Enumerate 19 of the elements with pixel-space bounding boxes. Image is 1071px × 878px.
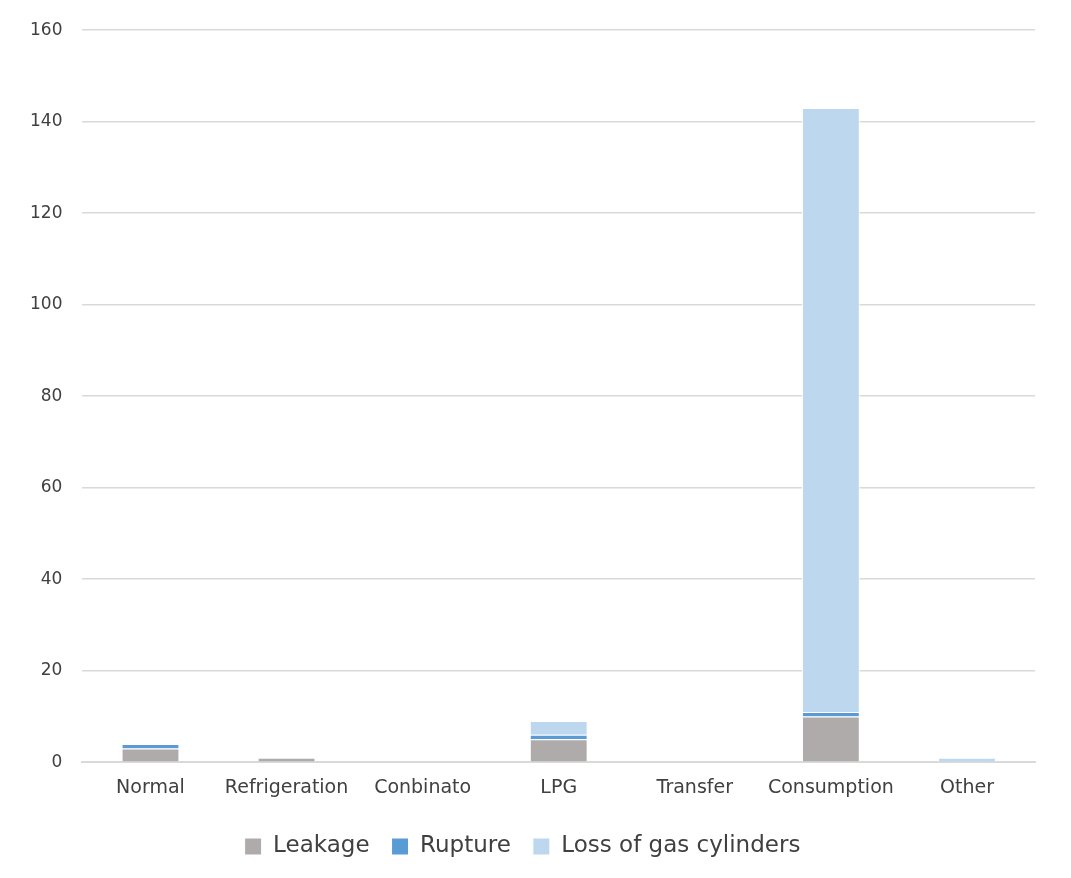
x-tick-label: Consumption <box>767 774 894 797</box>
legend-label: Rupture <box>420 831 511 858</box>
y-tick-label: 60 <box>40 476 63 497</box>
y-tick-label: 0 <box>51 750 63 771</box>
y-tick-label: 120 <box>29 201 63 222</box>
y-tick-label: 140 <box>29 110 63 131</box>
x-tick-label: Refrigeration <box>224 774 349 797</box>
y-tick-label: 100 <box>29 293 63 314</box>
x-tick-label: Conbinato <box>374 774 472 797</box>
legend-label: Loss of gas cylinders <box>561 831 801 858</box>
y-tick-label: 160 <box>29 18 63 39</box>
x-tick-label: Transfer <box>655 774 734 797</box>
y-tick-label: 80 <box>40 384 63 405</box>
x-tick-label: LPG <box>540 774 578 797</box>
y-tick-label: 20 <box>40 659 63 680</box>
legend-label: Leakage <box>273 831 370 858</box>
x-tick-label: Other <box>939 774 995 797</box>
x-tick-label: Normal <box>116 774 185 797</box>
y-tick-label: 40 <box>40 567 63 588</box>
